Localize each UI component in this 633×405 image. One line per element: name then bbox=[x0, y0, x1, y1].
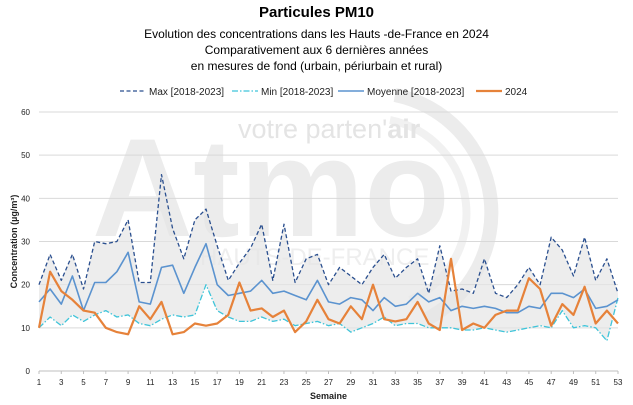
x-tick-label-51: 51 bbox=[591, 378, 600, 387]
legend-label-2: Moyenne [2018-2023] bbox=[367, 87, 465, 98]
y-axis-title: Concentration (µg/m³) bbox=[9, 195, 19, 289]
x-tick-label-41: 41 bbox=[480, 378, 489, 387]
watermark-tagline-emphasis: air bbox=[387, 114, 421, 144]
legend-label-1: Min [2018-2023] bbox=[261, 87, 333, 98]
y-tick-label-10: 10 bbox=[21, 324, 30, 333]
legend-label-3: 2024 bbox=[505, 87, 528, 98]
y-tick-label-50: 50 bbox=[21, 151, 30, 160]
series-line-2024 bbox=[37, 257, 619, 336]
x-tick-label-3: 3 bbox=[59, 378, 64, 387]
x-tick-label-21: 21 bbox=[257, 378, 266, 387]
chart-title: Particules PM10 bbox=[258, 4, 375, 21]
atmo-watermark: votre parten'air Atmo HAUTS-DE-FRANCE bbox=[92, 88, 499, 327]
series-line-mean bbox=[38, 242, 619, 314]
x-tick-label-27: 27 bbox=[324, 378, 333, 387]
svg-text:votre parten'air: votre parten'air bbox=[238, 114, 421, 144]
x-tick-label-25: 25 bbox=[302, 378, 311, 387]
y-tick-label-40: 40 bbox=[21, 194, 30, 203]
x-tick-label-1: 1 bbox=[37, 378, 42, 387]
x-tick-label-11: 11 bbox=[146, 378, 155, 387]
x-axis-title: Semaine bbox=[310, 391, 347, 401]
chart-subtitle-measures: en mesures de fond (urbain, périurbain e… bbox=[190, 59, 443, 73]
watermark-brand: Atmo bbox=[92, 109, 450, 266]
x-tick-label-45: 45 bbox=[524, 378, 533, 387]
x-tick-label-7: 7 bbox=[104, 378, 109, 387]
x-tick-label-13: 13 bbox=[168, 378, 177, 387]
legend-label-0: Max [2018-2023] bbox=[149, 87, 224, 98]
x-tick-label-35: 35 bbox=[413, 378, 422, 387]
y-tick-label-30: 30 bbox=[21, 238, 30, 247]
watermark-tagline: votre parten' bbox=[238, 114, 387, 144]
x-tick-label-53: 53 bbox=[614, 378, 623, 387]
x-tick-label-47: 47 bbox=[547, 378, 556, 387]
x-tick-label-9: 9 bbox=[126, 378, 131, 387]
y-tick-label-0: 0 bbox=[26, 367, 31, 376]
x-tick-label-17: 17 bbox=[213, 378, 222, 387]
band-area bbox=[39, 174, 618, 341]
min-max-band bbox=[39, 174, 618, 341]
legend: Max [2018-2023] Min [2018-2023] Moyenne [2… bbox=[120, 87, 528, 98]
y-tick-label-20: 20 bbox=[21, 281, 30, 290]
x-tick-label-29: 29 bbox=[346, 378, 355, 387]
x-tick-label-49: 49 bbox=[569, 378, 578, 387]
series-lines bbox=[37, 173, 619, 342]
chart-subtitle-comparison: Comparativement aux 6 dernières années bbox=[204, 43, 429, 57]
x-tick-label-23: 23 bbox=[280, 378, 289, 387]
x-tick-label-43: 43 bbox=[502, 378, 511, 387]
chart-subtitle-region: Evolution des concentrations dans les Ha… bbox=[144, 27, 489, 41]
series-line-max bbox=[38, 173, 619, 299]
x-tick-label-33: 33 bbox=[391, 378, 400, 387]
x-tick-label-19: 19 bbox=[235, 378, 244, 387]
x-tick-label-31: 31 bbox=[369, 378, 378, 387]
x-tick-label-5: 5 bbox=[81, 378, 86, 387]
series-line-min bbox=[38, 284, 619, 342]
x-tick-label-39: 39 bbox=[458, 378, 467, 387]
x-tick-label-37: 37 bbox=[435, 378, 444, 387]
x-tick-label-15: 15 bbox=[190, 378, 199, 387]
y-tick-label-60: 60 bbox=[21, 108, 30, 117]
